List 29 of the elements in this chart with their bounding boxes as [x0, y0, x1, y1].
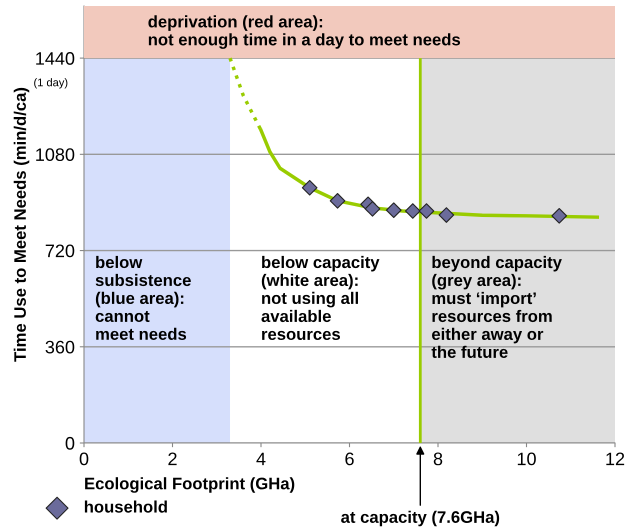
point [418, 203, 434, 219]
point [386, 202, 402, 218]
y-tick-label: 360 [46, 340, 74, 354]
x-tick-label: 2 [168, 452, 177, 466]
point [302, 180, 318, 196]
x-tick-label: 10 [518, 452, 536, 466]
x-axis-title: Ecological Footprint (GHa) [85, 477, 294, 493]
x-tick-label: 12 [606, 452, 624, 466]
band-label: below subsistence (blue area): cannot meet needs [96, 256, 191, 340]
x-tick-label: 8 [434, 452, 442, 466]
y-tick-label: 0 [66, 436, 74, 450]
x-tick-label: 4 [256, 452, 266, 466]
x-tick-label: 0 [80, 452, 88, 466]
point [404, 203, 421, 219]
text: (1 day) [34, 78, 68, 89]
point [551, 208, 568, 224]
annotation: below capacity (white area): not using all available resources [261, 256, 380, 340]
band-label: beyond capacity (grey area): must ‘import’ resources from either away or the future [432, 256, 562, 358]
x-tick-label: 6 [345, 452, 354, 466]
ref-line-label: at capacity (7.6GHa) [341, 510, 500, 526]
y-tick-label: 1080 [36, 148, 74, 162]
y-tick-label: 720 [46, 244, 74, 258]
point [364, 201, 380, 217]
legend-label: household [84, 500, 167, 513]
point [438, 207, 454, 223]
point [330, 193, 346, 209]
y-axis-title: Time Use to Meet Needs (min/d/ca) [14, 88, 30, 362]
y-tick-label: 1440 [36, 52, 74, 65]
band-label: deprivation (red area): not enough time in a day to meet needs [148, 15, 460, 49]
